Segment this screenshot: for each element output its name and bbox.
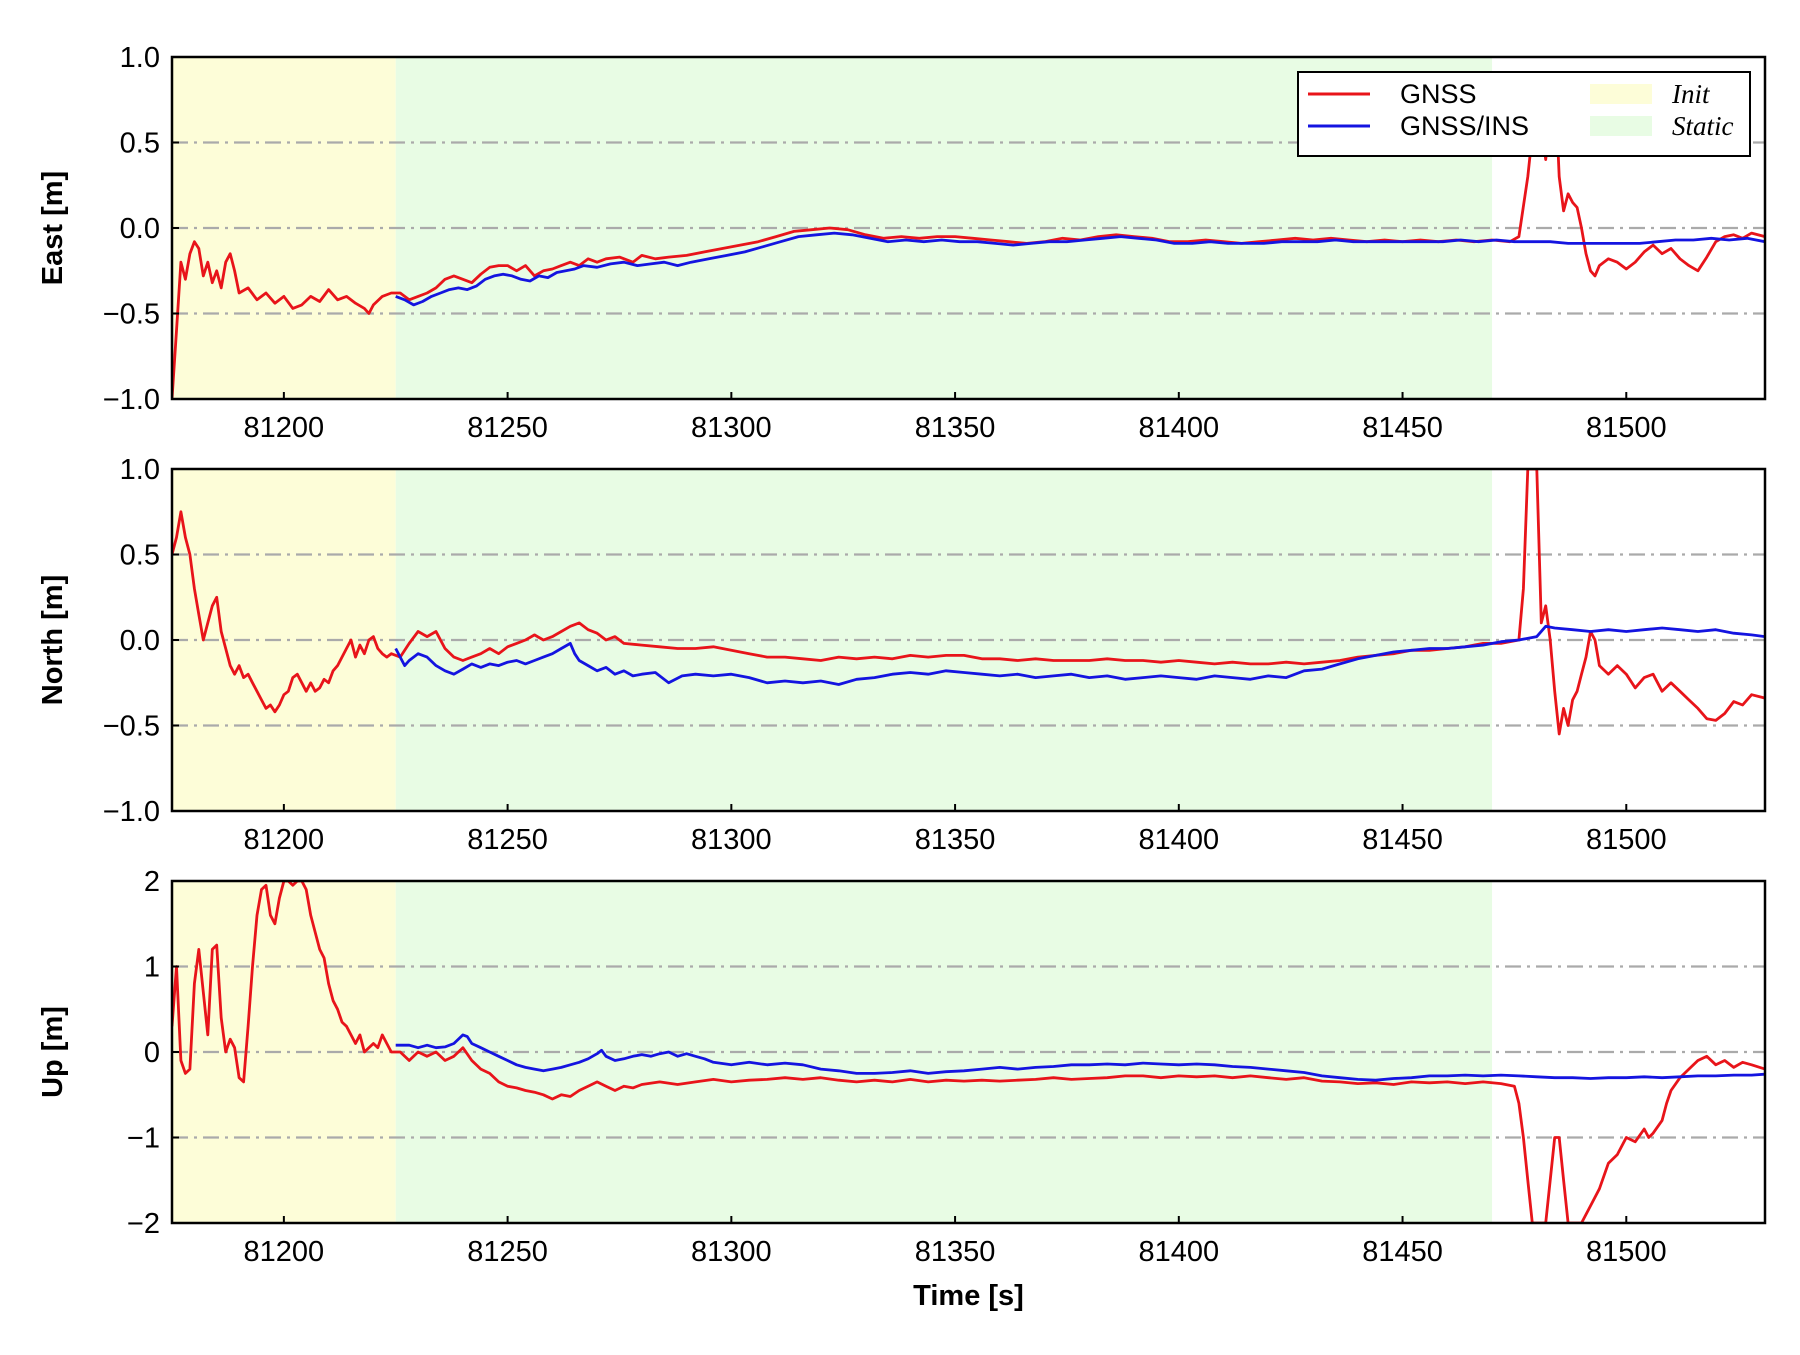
- panels-layer: 1.0 0.5 0.0 −0.5 −1.0 81200 81250 81300 81350 814…: [37, 42, 1767, 1268]
- x-tick-label: 81450: [1362, 1236, 1443, 1268]
- x-tick-label: 81200: [244, 824, 325, 856]
- y-tick-label: 0: [144, 1037, 160, 1069]
- y-tick-label: 0.0: [120, 625, 160, 657]
- legend-box: [1297, 71, 1751, 157]
- series-line-gnssins: [395, 1033, 1765, 1082]
- x-tick-label: 81250: [467, 412, 548, 444]
- x-axis-label: Time [s]: [913, 1280, 1024, 1312]
- y-axis-label: North [m]: [37, 575, 69, 705]
- legend-label: Static: [1672, 111, 1734, 141]
- x-tick-label: 81450: [1362, 824, 1443, 856]
- x-tick-label: 81250: [467, 824, 548, 856]
- x-tick-label: 81500: [1586, 1236, 1667, 1268]
- x-tick-label: 81450: [1362, 412, 1443, 444]
- series-line-gnss: [172, 72, 1765, 399]
- y-tick-label: −0.5: [103, 299, 160, 331]
- y-axis-label: Up [m]: [37, 1006, 69, 1098]
- y-tick-label: −1.0: [103, 384, 160, 416]
- legend-swatch-init: [1590, 84, 1652, 104]
- x-tick-label: 81350: [915, 824, 996, 856]
- y-tick-label: 0.0: [120, 213, 160, 245]
- y-tick-label: 1.0: [120, 454, 160, 486]
- y-tick-label: −1: [127, 1123, 160, 1155]
- x-tick-label: 81400: [1138, 824, 1219, 856]
- x-tick-label: 81350: [915, 1236, 996, 1268]
- y-axis-label: East [m]: [37, 171, 69, 285]
- x-tick-label: 81200: [244, 412, 325, 444]
- y-tick-label: 1: [144, 952, 160, 984]
- y-tick-label: −0.5: [103, 711, 160, 743]
- series-line-gnssins: [394, 624, 1765, 686]
- series-line-gnssins: [395, 231, 1765, 307]
- x-tick-label: 81400: [1138, 1236, 1219, 1268]
- x-tick-label: 81300: [691, 824, 772, 856]
- legend-swatch-static: [1590, 116, 1652, 136]
- x-tick-label: 81400: [1138, 412, 1219, 444]
- panel-3: 2 1 0 −1 −2 81200 81250 81300 81350 81400 81450 815…: [37, 866, 1767, 1268]
- x-tick-label: 81200: [244, 1236, 325, 1268]
- series-line-gnss: [172, 881, 1765, 1223]
- panel-2: 1.0 0.5 0.0 −0.5 −1.0 81200 81250 81300 81350 814…: [37, 454, 1767, 856]
- y-tick-label: 2: [144, 866, 160, 898]
- y-tick-label: −1.0: [103, 796, 160, 828]
- y-tick-label: −2: [127, 1208, 160, 1240]
- x-tick-label: 81500: [1586, 412, 1667, 444]
- legend-label: GNSS/INS: [1400, 111, 1529, 141]
- y-tick-label: 0.5: [120, 540, 160, 572]
- y-tick-label: 1.0: [120, 42, 160, 74]
- y-tick-label: 0.5: [120, 128, 160, 160]
- x-tick-label: 81350: [915, 412, 996, 444]
- legend-label: Init: [1671, 79, 1711, 109]
- x-tick-label: 81500: [1586, 824, 1667, 856]
- x-tick-label: 81300: [691, 412, 772, 444]
- legend-label: GNSS: [1400, 79, 1477, 109]
- x-tick-label: 81300: [691, 1236, 772, 1268]
- series-line-gnss: [172, 469, 1765, 736]
- x-tick-label: 81250: [467, 1236, 548, 1268]
